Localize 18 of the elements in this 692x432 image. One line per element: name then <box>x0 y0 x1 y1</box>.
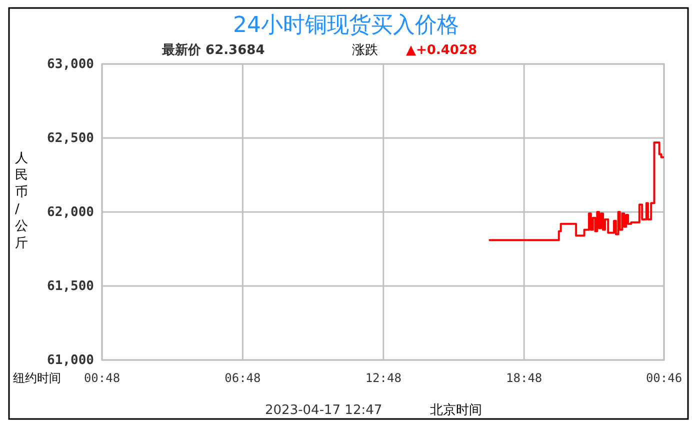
chart-subtitle: 最新价 62.3684 <box>161 42 265 58</box>
text: 涨跌 <box>352 43 378 58</box>
x-tick-label: 06:48 <box>224 371 261 385</box>
x-tick-label: 00:46 <box>646 371 682 385</box>
x-tick-label: 18:48 <box>506 371 542 385</box>
x-tick-label: 12:48 <box>365 371 402 385</box>
y-axis-title: 人民币/公斤 <box>15 151 28 251</box>
x-tick-label: 00:48 <box>84 371 120 385</box>
chart-title: 24小时铜现货买入价格 <box>233 13 459 38</box>
y-tick-label: 63,000 <box>47 57 94 72</box>
y-tick-label: 61,500 <box>47 279 94 294</box>
text: ▲+0.4028 <box>406 43 478 58</box>
y-tick-label: 61,000 <box>47 353 94 368</box>
y-tick-label: 62,500 <box>47 131 94 146</box>
text: 纽约时间 <box>13 371 61 385</box>
text: 北京时间 <box>430 403 482 418</box>
text: 2023-04-17 12:47 <box>265 403 382 418</box>
y-tick-label: 62,000 <box>47 205 94 220</box>
